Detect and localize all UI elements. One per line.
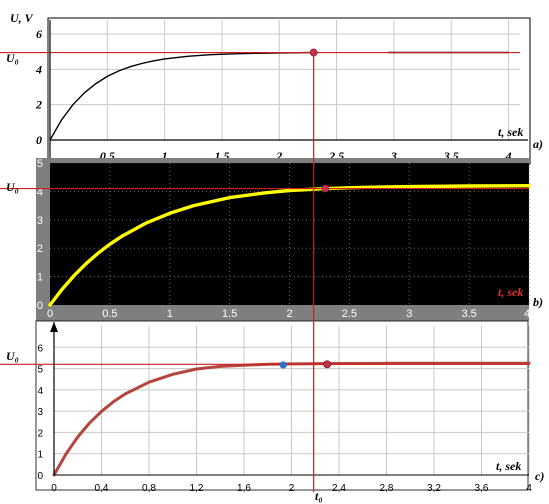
x-tick-label-6: 3 — [406, 308, 412, 320]
panel-a-ylabel: U, V — [10, 11, 34, 25]
panel-a-frame — [47, 17, 531, 165]
x-tick-label-5: 3 — [390, 149, 397, 163]
series-line-0 — [49, 51, 315, 141]
x-tick-label-5: 2.5 — [342, 308, 357, 320]
panel-c-tick-labels: 0 0,4 0,8 1,2 1,6 2 2,4 2,8 3,2 3,6 4 0 1 2 3 4 5 6 — [37, 343, 532, 494]
y-tick-label-6: 6 — [37, 343, 43, 354]
x-tick-label-3: 1.5 — [222, 308, 237, 320]
x-tick-label-7: 4 — [505, 149, 512, 163]
x-tick-label-7: 2,8 — [380, 483, 394, 494]
panel-a-label: a) — [533, 137, 543, 151]
intersection-dot-a — [309, 48, 318, 57]
panel-c-label: c) — [535, 469, 544, 483]
x-tick-label-1: 0,4 — [95, 483, 109, 494]
panel-c-y-axis-arrow — [50, 322, 58, 332]
x-tick-label-10: 4 — [526, 483, 532, 494]
intersection-dot-c — [323, 360, 332, 369]
panel-c: 0 0,4 0,8 1,2 1,6 2 2,4 2,8 3,2 3,6 4 0 1 2 3 4 5 6 t, se… — [0, 320, 544, 503]
panel-a-grid — [50, 20, 520, 140]
y-tick-label-4: 4 — [37, 386, 43, 397]
panel-b-tick-labels: 0 0.5 1 1.5 2 2.5 3 3.5 4 0 1 2 3 4 5 — [37, 158, 530, 320]
x-tick-label-2: 1 — [167, 308, 173, 320]
t0-label: t₀ — [315, 489, 323, 503]
panel-b-u0-label: U₀ — [6, 180, 19, 194]
x-tick-label-3: 2 — [275, 149, 282, 163]
x-tick-label-1: 0.5 — [102, 308, 117, 320]
x-tick-label-0: 0 — [47, 308, 53, 320]
panel-c-u0-label: U₀ — [6, 349, 19, 363]
blue-point — [279, 361, 287, 369]
panel-a-curves — [0, 20, 528, 162]
x-tick-label-4: 2 — [286, 308, 292, 320]
y-tick-label-3: 6 — [36, 27, 42, 41]
y-tick-label-2: 2 — [37, 428, 43, 439]
y-tick-label-2: 2 — [37, 243, 43, 255]
x-tick-label-1: 1 — [162, 149, 168, 163]
panel-c-curves — [0, 322, 531, 477]
x-tick-label-3: 1,2 — [190, 483, 204, 494]
y-tick-label-1: 2 — [35, 98, 42, 112]
x-tick-label-2: 0,8 — [142, 483, 156, 494]
y-tick-label-3: 3 — [37, 407, 43, 418]
series-line-0 — [52, 361, 531, 477]
y-tick-label-1: 1 — [37, 272, 43, 284]
y-tick-label-5: 5 — [37, 158, 43, 170]
x-tick-label-8: 4 — [524, 308, 530, 320]
x-tick-label-8: 3,2 — [427, 483, 441, 494]
x-tick-label-5: 2 — [289, 483, 295, 494]
panel-b-curves — [0, 183, 531, 307]
panel-b-xlabel: t, sek — [498, 285, 523, 299]
panel-a-xlabel: t, sek — [498, 125, 523, 139]
x-tick-label-7: 3.5 — [461, 308, 476, 320]
series-line-0 — [48, 183, 531, 307]
panel-b-label: b) — [533, 295, 543, 309]
panel-a-u0-label: U₀ — [6, 51, 19, 65]
x-tick-label-9: 3,6 — [475, 483, 489, 494]
marker-overlay — [279, 48, 332, 492]
y-tick-label-4: 4 — [37, 186, 43, 198]
panel-b: 0 0.5 1 1.5 2 2.5 3 3.5 4 0 1 2 3 4 5 t, sek b) U₀ — [0, 158, 543, 321]
y-tick-label-0: 0 — [37, 300, 43, 312]
y-tick-label-0: 0 — [36, 133, 42, 147]
panel-c-xlabel: t, sek — [496, 459, 521, 473]
x-tick-label-4: 1,6 — [237, 483, 251, 494]
x-tick-label-0: 0 — [51, 483, 57, 494]
panel-c-frame — [35, 320, 529, 491]
y-tick-label-2: 4 — [35, 62, 42, 76]
intersection-dot-b — [321, 184, 330, 193]
y-tick-label-3: 3 — [37, 215, 43, 227]
y-tick-label-1: 1 — [37, 450, 43, 461]
x-tick-label-6: 2,4 — [332, 483, 346, 494]
y-tick-label-5: 5 — [37, 365, 43, 376]
y-tick-label-0: 0 — [37, 471, 43, 482]
